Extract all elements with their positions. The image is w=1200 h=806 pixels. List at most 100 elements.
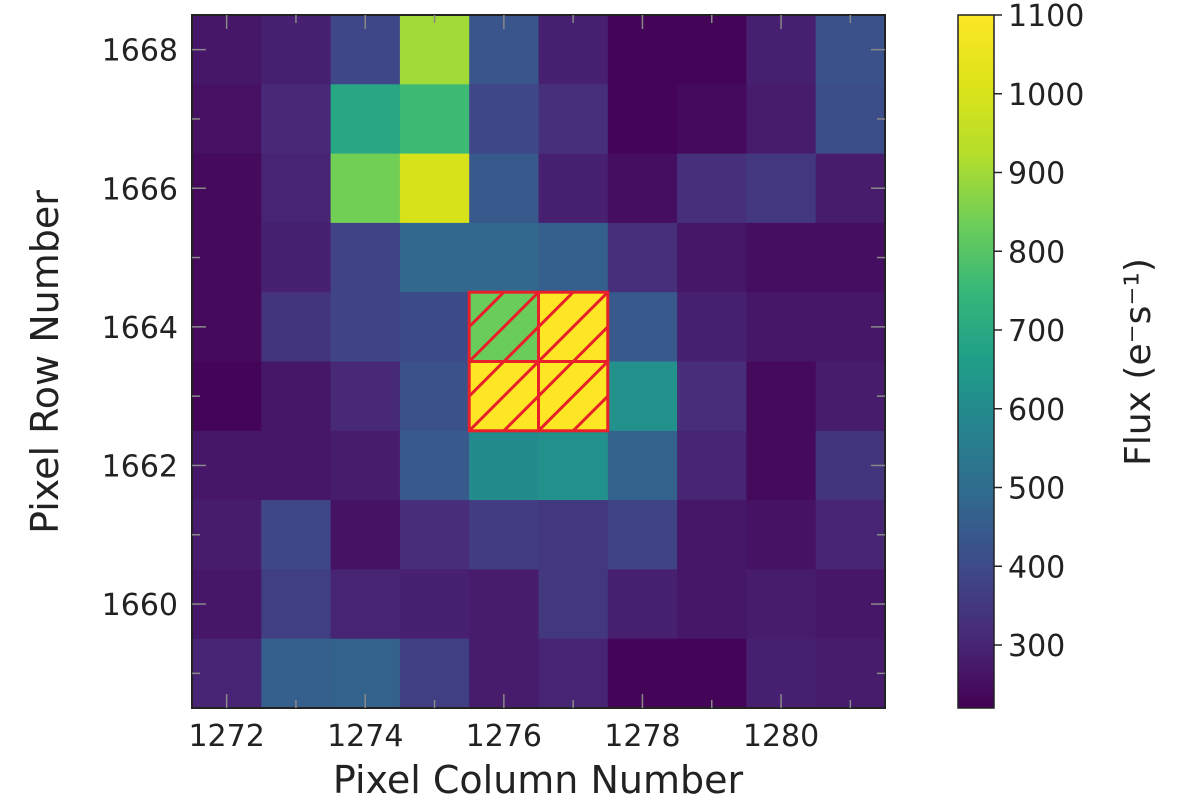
heatmap-cell — [815, 222, 886, 293]
heatmap-cell — [815, 361, 886, 432]
heatmap-cell — [677, 361, 747, 432]
aperture-hatch-line — [538, 292, 608, 362]
heatmap-cell — [746, 361, 817, 432]
aperture-hatch-line — [469, 292, 505, 329]
colorbar-tick-label: 800 — [1008, 235, 1065, 270]
heatmap-cell — [746, 569, 817, 640]
heatmap-cell — [469, 153, 540, 224]
heatmap-cell — [746, 84, 817, 155]
heatmap-cell — [261, 222, 332, 293]
x-tick-label: 1276 — [466, 719, 542, 754]
aperture-hatch-line — [572, 394, 608, 431]
heatmap-cell — [607, 430, 678, 501]
colorbar-tick-label: 900 — [1008, 157, 1065, 192]
heatmap-cell — [330, 430, 401, 501]
heatmap-cell — [399, 569, 470, 640]
y-axis-label: Pixel Row Number — [23, 190, 67, 534]
heatmap-cell — [469, 500, 540, 570]
y-tick-label: 1668 — [102, 34, 178, 69]
heatmap-cell — [330, 153, 401, 224]
aperture-hatch-line — [469, 361, 539, 431]
heatmap-cell — [538, 430, 609, 501]
heatmap-cell — [538, 638, 609, 709]
heatmap-cell — [607, 153, 678, 224]
aperture-hatch-line — [538, 361, 608, 431]
heatmap-cell — [538, 15, 609, 85]
heatmap-cell — [192, 361, 262, 432]
colorbar-tick-label: 600 — [1008, 393, 1065, 428]
heatmap-cell — [746, 500, 817, 570]
heatmap-cell — [330, 222, 401, 293]
heatmap-cell — [192, 500, 262, 570]
aperture-hatch — [469, 361, 539, 431]
colorbar-ticks: 1100 1000 900 800 700 600 500 400 300 — [994, 0, 1084, 664]
x-tick-label: 1280 — [743, 719, 819, 754]
heatmap-cell — [399, 361, 470, 432]
aperture-hatch — [469, 292, 539, 362]
heatmap-cell — [399, 500, 470, 570]
aperture-hatch — [538, 292, 608, 362]
heatmap-cell — [538, 222, 609, 293]
aperture-hatch-line — [572, 324, 608, 362]
heatmap-cell — [261, 638, 332, 709]
heatmap-cell — [261, 361, 332, 432]
heatmap-cell — [607, 222, 678, 293]
heatmap-cell — [399, 222, 470, 293]
heatmap-cell — [815, 84, 886, 155]
heatmap-cell — [746, 430, 817, 501]
heatmap-cell — [399, 292, 470, 363]
aperture-hatch-line — [502, 394, 539, 431]
colorbar-tick-label: 500 — [1008, 472, 1065, 507]
heatmap-cell — [607, 292, 678, 363]
heatmap-cell — [330, 500, 401, 570]
colorbar-tick-label: 1100 — [1008, 0, 1084, 34]
aperture-hatch-line — [502, 324, 539, 362]
heatmap-cell — [538, 500, 609, 570]
aperture-hatch-line — [469, 292, 539, 362]
heatmap-cell — [677, 569, 747, 640]
y-tick-label: 1666 — [102, 172, 178, 207]
x-tick-label: 1278 — [604, 719, 680, 754]
colorbar-label: Flux (e⁻s⁻¹) — [1118, 258, 1159, 466]
heatmap-cell — [677, 153, 747, 224]
y-tick-label: 1664 — [102, 311, 178, 346]
heatmap-cell — [330, 361, 401, 432]
colorbar-tick-label: 700 — [1008, 314, 1065, 349]
y-tick-label: 1660 — [102, 588, 178, 623]
heatmap-cell — [192, 84, 262, 155]
heatmap-cell — [261, 153, 332, 224]
aperture-mask — [467, 290, 610, 433]
heatmap-cell — [538, 569, 609, 640]
heatmap-cell — [399, 430, 470, 501]
aperture-hatch-line — [538, 292, 575, 329]
heatmap-cell — [607, 84, 678, 155]
aperture-hatch — [538, 361, 608, 431]
heatmap-cell — [538, 153, 609, 224]
heatmap-cell — [399, 15, 470, 85]
heatmap-cell — [815, 500, 886, 570]
aperture-hatch-line — [469, 361, 505, 399]
heatmap-cell — [261, 84, 332, 155]
y-tick-label: 1662 — [102, 449, 178, 484]
heatmap-cell — [677, 430, 747, 501]
heatmap-cell — [399, 153, 470, 224]
x-axis-label: Pixel Column Number — [333, 758, 744, 802]
heatmap-cell — [261, 500, 332, 570]
heatmap-cell — [607, 569, 678, 640]
x-tick-label: 1272 — [188, 719, 264, 754]
heatmap-cell — [469, 430, 540, 501]
heatmap-cell — [469, 222, 540, 293]
heatmap-cell — [330, 84, 401, 155]
heatmap-cell — [677, 500, 747, 570]
colorbar — [957, 14, 995, 709]
x-axis: 1272 1274 1276 1278 1280 — [188, 15, 852, 754]
heatmap-cell — [677, 292, 747, 363]
heatmap-cell — [607, 500, 678, 570]
heatmap-cell — [261, 292, 332, 363]
heatmap-cell — [746, 292, 817, 363]
heatmap-cell — [469, 569, 540, 640]
y-axis: 1668 1666 1664 1662 1660 — [102, 34, 885, 675]
heatmap-cell — [469, 84, 540, 155]
heatmap-cell — [330, 292, 401, 363]
